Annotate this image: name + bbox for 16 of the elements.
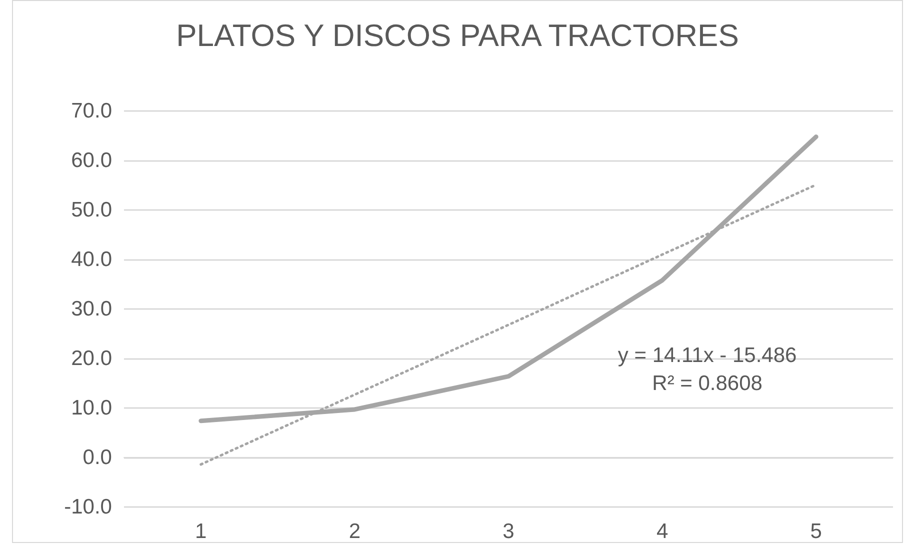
x-tick-label: 2 (348, 520, 361, 543)
y-tick-label: 0.0 (82, 446, 112, 469)
y-tick-label: 40.0 (71, 248, 112, 271)
y-tick-label: 50.0 (71, 198, 112, 222)
x-tick-label: 5 (810, 520, 822, 543)
y-tick-label: 20.0 (71, 347, 112, 370)
x-tick-label: 3 (502, 520, 514, 543)
y-tick-label: 70.0 (71, 100, 112, 122)
y-tick-label: -10.0 (64, 496, 112, 518)
chart-title: PLATOS Y DISCOS PARA TRACTORES (176, 18, 739, 53)
annotation: y = 14.11x - 15.486 R² = 0.8608 (618, 344, 797, 395)
x-tick-label: 1 (195, 520, 207, 543)
y-tick-label: 30.0 (71, 298, 112, 320)
x-tick-label: 4 (656, 520, 668, 543)
y-tick-label: 10.0 (71, 396, 112, 420)
y-tick-label: 60.0 (71, 149, 112, 172)
